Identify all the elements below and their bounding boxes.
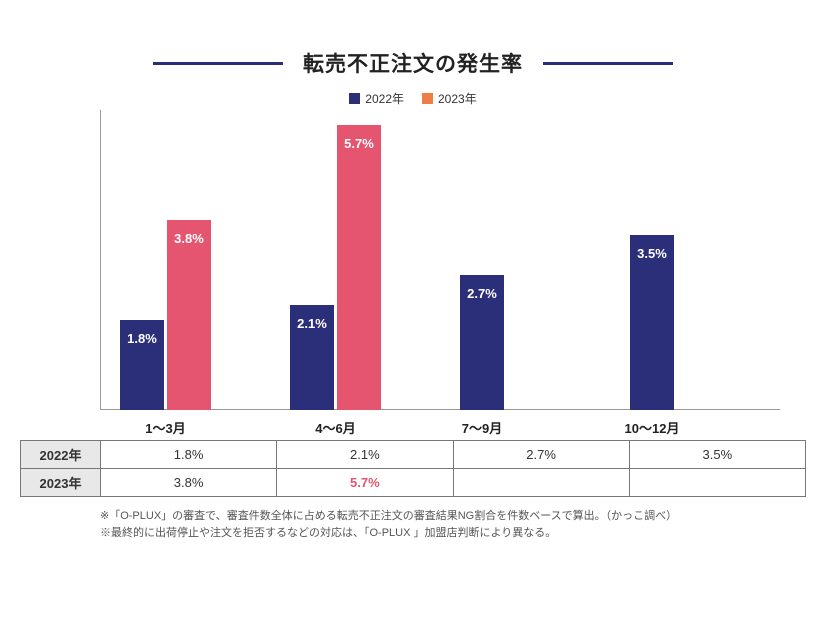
table-row-header: 2022年 <box>21 441 101 469</box>
footnote-1: ※「O-PLUX」の審査で、審査件数全体に占める転売不正注文の審査結果NG割合を… <box>100 508 780 525</box>
legend-label-2023: 2023年 <box>438 90 477 107</box>
table-cell: 2.7% <box>453 441 629 469</box>
x-axis-label: 10～12月 <box>625 418 680 437</box>
y-axis <box>100 110 101 410</box>
title-rule-left <box>153 62 283 65</box>
x-axis-label: 4～6月 <box>315 418 355 437</box>
footnote-2: ※最終的に出荷停止や注文を拒否するなどの対応は、「O-PLUX 」加盟店判断によ… <box>100 525 780 542</box>
table-cell: 3.5% <box>629 441 805 469</box>
bar: 1.8% <box>120 320 164 410</box>
table-cell <box>453 469 629 497</box>
table-cell: 1.8% <box>101 441 277 469</box>
table-cell: 5.7% <box>277 469 453 497</box>
bar: 3.8% <box>167 220 211 410</box>
bar: 2.1% <box>290 305 334 410</box>
legend-item-2023: 2023年 <box>422 90 477 107</box>
bar-group: 1.8%3.8%1～3月 <box>120 220 211 410</box>
chart-title: 転売不正注文の発生率 <box>303 48 523 78</box>
bar-value-label: 5.7% <box>344 136 374 151</box>
x-axis-label: 7～9月 <box>462 418 502 437</box>
title-rule-right <box>543 62 673 65</box>
bar-group: 2.7%7～9月 <box>460 275 504 410</box>
bar: 5.7% <box>337 125 381 410</box>
bar: 2.7% <box>460 275 504 410</box>
bar-group: 3.5%10～12月 <box>630 235 674 410</box>
chart-container: 転売不正注文の発生率 2022年 2023年 1.8%3.8%1～3月2.1%5… <box>0 0 826 620</box>
table-cell: 2.1% <box>277 441 453 469</box>
legend-item-2022: 2022年 <box>349 90 404 107</box>
bar-value-label: 3.8% <box>174 231 204 246</box>
data-table: 2022年1.8%2.1%2.7%3.5%2023年3.8%5.7% <box>20 440 806 497</box>
legend: 2022年 2023年 <box>0 90 826 107</box>
table-row: 2022年1.8%2.1%2.7%3.5% <box>21 441 806 469</box>
bar-value-label: 2.1% <box>297 316 327 331</box>
chart-plot-area: 1.8%3.8%1～3月2.1%5.7%4～6月2.7%7～9月3.5%10～1… <box>100 110 780 410</box>
bar-group: 2.1%5.7%4～6月 <box>290 125 381 410</box>
legend-swatch-2022 <box>349 93 360 104</box>
bar: 3.5% <box>630 235 674 410</box>
footnotes: ※「O-PLUX」の審査で、審査件数全体に占める転売不正注文の審査結果NG割合を… <box>100 508 780 541</box>
bar-value-label: 3.5% <box>637 246 667 261</box>
table-row: 2023年3.8%5.7% <box>21 469 806 497</box>
title-row: 転売不正注文の発生率 <box>0 48 826 78</box>
table-row-header: 2023年 <box>21 469 101 497</box>
legend-label-2022: 2022年 <box>365 90 404 107</box>
bar-value-label: 2.7% <box>467 286 497 301</box>
bar-value-label: 1.8% <box>127 331 157 346</box>
x-axis-label: 1～3月 <box>145 418 185 437</box>
table-cell: 3.8% <box>101 469 277 497</box>
legend-swatch-2023 <box>422 93 433 104</box>
table-cell <box>629 469 805 497</box>
